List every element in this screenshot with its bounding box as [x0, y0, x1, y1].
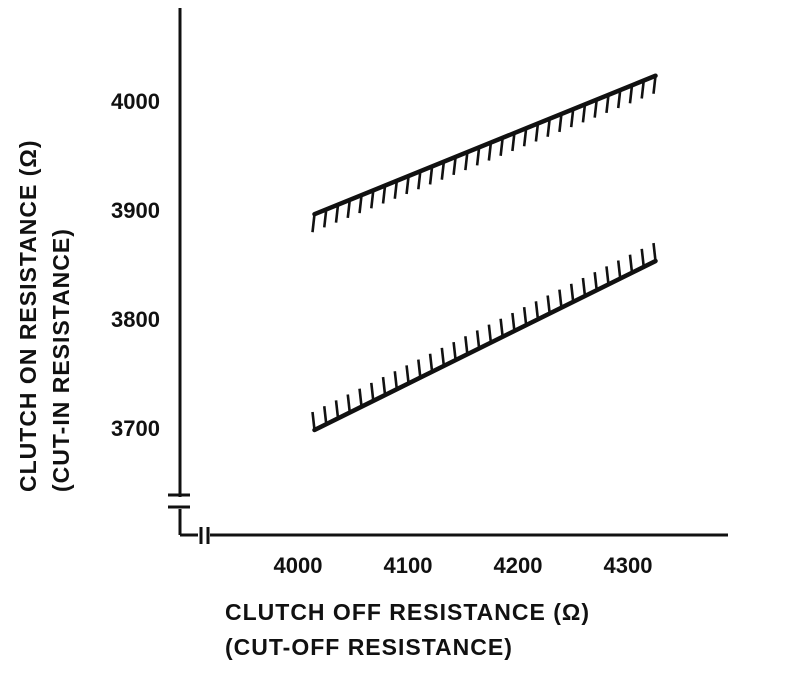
- y-tick-labels: 3700 3800 3900 4000: [111, 89, 160, 441]
- hatch-mark: [322, 209, 328, 228]
- hatch-mark: [522, 128, 528, 147]
- hatch-mark: [452, 341, 457, 361]
- hatch-mark: [393, 371, 399, 390]
- x-tick-labels: 4000 4100 4200 4300: [274, 553, 653, 578]
- hatch-mark: [569, 283, 575, 302]
- hatch-mark: [311, 214, 316, 233]
- hatch-mark: [546, 295, 551, 314]
- hatch-mark: [605, 266, 610, 285]
- y-tick-label: 4000: [111, 89, 160, 114]
- hatch-mark: [652, 242, 657, 262]
- hatch-mark: [440, 347, 446, 367]
- hatch-mark: [428, 166, 434, 185]
- hatch-mark: [534, 123, 540, 142]
- hatch-mark: [616, 89, 622, 109]
- hatch-mark: [640, 248, 646, 268]
- x-tick-label: 4100: [384, 553, 433, 578]
- hatch-mark: [464, 151, 469, 171]
- y-tick-label: 3900: [111, 198, 160, 223]
- series-lower-boundary: [311, 242, 658, 433]
- hatch-mark: [640, 80, 646, 99]
- hatch-mark: [428, 353, 434, 372]
- hatch-mark: [334, 400, 340, 419]
- hatch-mark: [581, 104, 587, 123]
- hatch-mark: [558, 289, 563, 308]
- y-axis-break: [168, 493, 190, 509]
- hatch-mark: [393, 180, 399, 199]
- hatch-mark: [405, 175, 410, 195]
- series-layer: [311, 73, 658, 433]
- hatch-mark: [558, 113, 563, 133]
- hatch-mark: [546, 118, 551, 137]
- hatch-mark: [616, 260, 622, 279]
- hatch-mark: [499, 137, 504, 156]
- hatch-mark: [440, 161, 446, 180]
- x-axis-subtitle: (CUT-OFF RESISTANCE): [225, 634, 513, 660]
- hatch-mark: [358, 388, 363, 407]
- x-axis-title: CLUTCH OFF RESISTANCE (Ω): [225, 599, 590, 625]
- hatch-mark: [522, 306, 528, 326]
- hatch-mark: [358, 194, 363, 214]
- hatch-mark: [628, 85, 634, 104]
- hatch-mark: [475, 147, 481, 166]
- x-tick-label: 4000: [274, 553, 323, 578]
- x-axis-break: [199, 527, 210, 544]
- hatch-mark: [511, 312, 516, 332]
- hatch-mark: [511, 132, 516, 152]
- hatch-mark: [593, 272, 598, 291]
- hatch-mark: [334, 204, 340, 223]
- y-tick-label: 3700: [111, 416, 160, 441]
- hatch-mark: [569, 109, 575, 128]
- x-tick-label: 4200: [494, 553, 543, 578]
- hatch-mark: [370, 190, 375, 209]
- hatch-mark: [405, 365, 410, 384]
- hatch-mark: [487, 324, 493, 343]
- hatch-mark: [475, 330, 481, 349]
- hatch-mark: [652, 75, 657, 94]
- hatch-mark: [534, 301, 540, 320]
- hatch-mark: [417, 359, 422, 378]
- series-upper-boundary: [311, 73, 658, 233]
- hatch-mark: [417, 171, 422, 190]
- axes: [178, 8, 728, 537]
- hatch-mark: [311, 411, 316, 431]
- hatch-mark: [381, 185, 387, 204]
- boundary-line: [312, 258, 658, 433]
- y-axis-subtitle: (CUT-IN RESISTANCE): [48, 228, 74, 492]
- x-tick-label: 4300: [604, 553, 653, 578]
- hatch-mark: [452, 156, 457, 176]
- hatch-mark: [370, 382, 375, 402]
- y-axis-title: CLUTCH ON RESISTANCE (Ω): [15, 139, 41, 492]
- hatch-mark: [628, 254, 634, 273]
- hatch-mark: [487, 142, 493, 161]
- hatch-mark: [346, 394, 352, 413]
- boundary-line: [312, 73, 658, 217]
- hatch-mark: [581, 277, 587, 297]
- hatch-mark: [322, 406, 328, 425]
- hatch-mark: [499, 318, 504, 337]
- y-tick-label: 3800: [111, 307, 160, 332]
- hatch-mark: [346, 199, 352, 219]
- hatch-mark: [381, 376, 387, 396]
- hatch-mark: [605, 94, 610, 113]
- hatch-mark: [593, 99, 598, 118]
- hatch-mark: [464, 336, 469, 355]
